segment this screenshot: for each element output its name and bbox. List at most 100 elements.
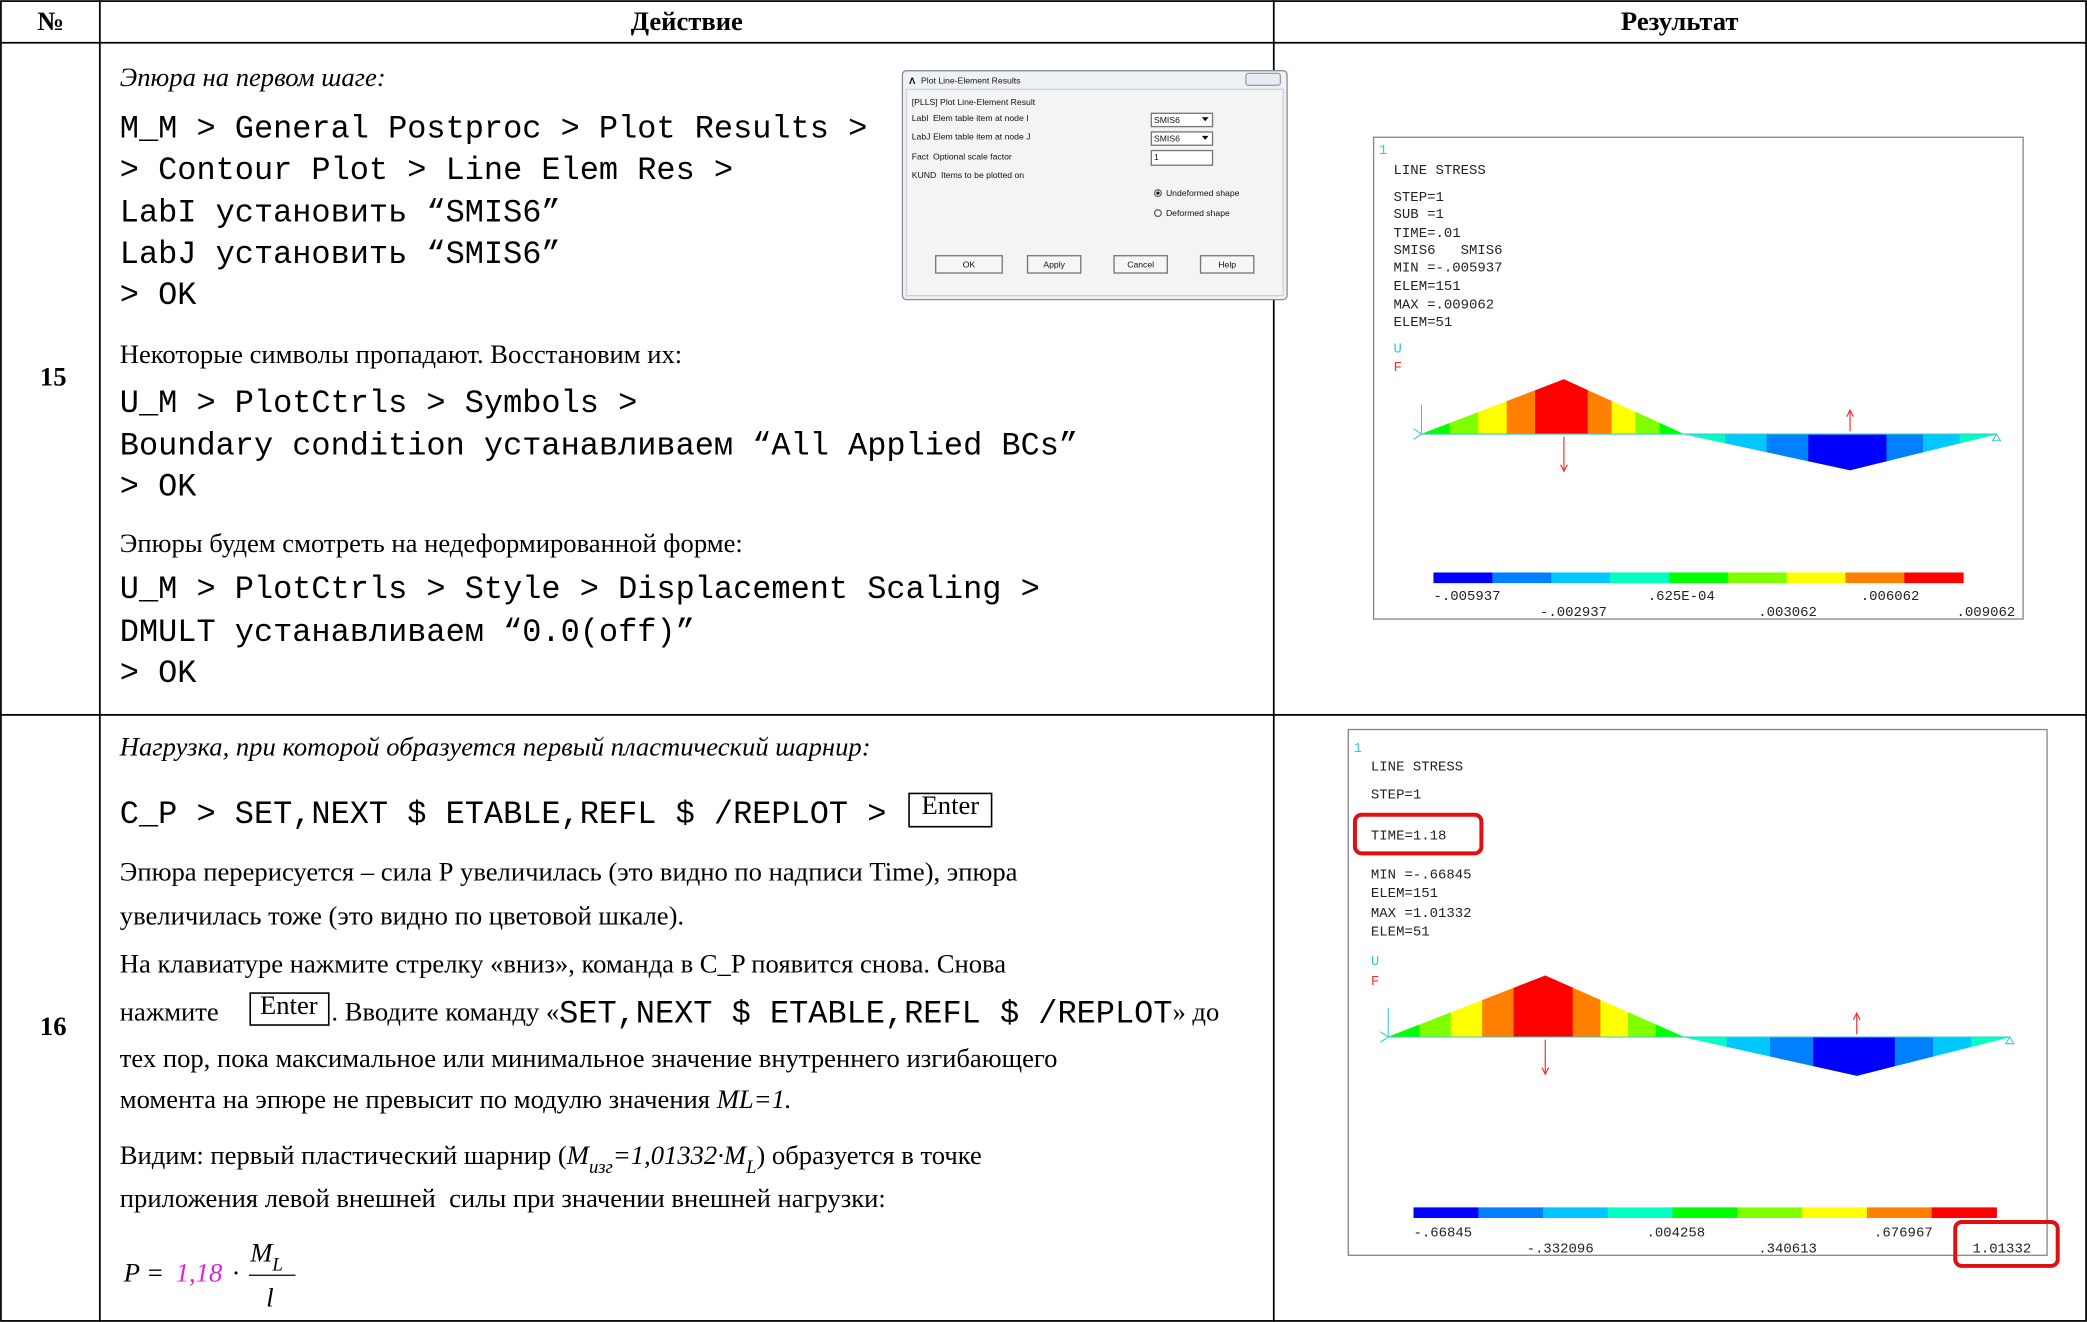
- field-name: LabI: [912, 113, 929, 123]
- scale-label: .676967: [1874, 1225, 1933, 1241]
- plot-title: LINE STRESS: [1371, 760, 1463, 776]
- scale-swatch: [1414, 1207, 1479, 1218]
- scale-swatch: [1904, 572, 1963, 583]
- dialog-screenshot: Λ Plot Line-Element Results [PLLS] Plot …: [902, 71, 1287, 300]
- scale-swatch: [1728, 572, 1787, 583]
- radio-dot: [1156, 192, 1159, 195]
- scale-swatch: [1610, 572, 1669, 583]
- plot-title: LINE STRESS: [1394, 163, 1486, 179]
- result-plot: 1 LINE STRESS STEP=1 TIME=1.18 MIN =-.66…: [1348, 730, 2057, 1266]
- paragraph-line: приложения левой внешней силы при значен…: [120, 1183, 886, 1213]
- plot-info: MIN =-.66845: [1371, 867, 1472, 883]
- scale-swatch: [1932, 1207, 1997, 1218]
- plot-info: MIN =-.005937: [1394, 260, 1503, 276]
- window-number: 1: [1379, 143, 1387, 159]
- result-plot: 1 LINE STRESS STEP=1 SUB =1 TIME=.01 SMI…: [1374, 137, 2024, 621]
- paragraph-line: тех пор, пока максимальное или минимальн…: [120, 1043, 1058, 1073]
- scale-swatch: [1608, 1207, 1673, 1218]
- input-value: 1: [1154, 152, 1159, 162]
- plot-frame: [1348, 730, 2047, 1256]
- command-line: U_M > PlotCtrls > Symbols >: [120, 385, 637, 422]
- plot-info: MAX =.009062: [1394, 298, 1495, 314]
- button-label: Apply: [1043, 259, 1065, 269]
- formula-operator: ·: [232, 1257, 241, 1287]
- dialog-logo: Λ: [909, 76, 916, 86]
- scale-swatch: [1669, 572, 1728, 583]
- paragraph-line: Эпюра перерисуется – сила Р увеличилась …: [120, 857, 1018, 887]
- formula-subscript: L: [745, 1157, 756, 1178]
- plot-info: ELEM=51: [1394, 315, 1453, 331]
- field-name: KUND: [912, 170, 936, 180]
- field-label: Items to be plotted on: [941, 170, 1024, 180]
- symbol-legend: U: [1394, 342, 1402, 358]
- field-label: Optional scale factor: [933, 151, 1012, 161]
- paragraph-line: . Вводите команду «SET,NEXT $ ETABLE,REF…: [331, 996, 1219, 1033]
- field-name: LabJ: [912, 132, 931, 142]
- text-run: момента на эпюре не превысит по модулю з…: [120, 1084, 710, 1114]
- scale-label: 1.01332: [1973, 1241, 2032, 1257]
- scale-swatch: [1845, 572, 1904, 583]
- field-name: Fact: [912, 151, 929, 161]
- formula-symbol: =1,01332·M: [613, 1140, 748, 1170]
- text-run: » до: [1172, 996, 1219, 1026]
- formula-operator: =: [148, 1257, 163, 1287]
- dialog-subtitle: [PLLS] Plot Line-Element Result: [912, 97, 1036, 107]
- formula-subscript: изг: [589, 1157, 613, 1178]
- button-label: OK: [963, 259, 976, 269]
- plot-info: ELEM=51: [1371, 925, 1430, 941]
- text-run: ) образуется в точке: [756, 1140, 981, 1170]
- key-label: Enter: [922, 790, 980, 820]
- header-cell: №: [37, 6, 64, 36]
- formula-symbol: ML: [249, 1237, 283, 1275]
- scale-swatch: [1543, 1207, 1608, 1218]
- scale-swatch: [1737, 1207, 1802, 1218]
- page: ANSYS instructions table html, body { ma…: [0, 0, 2087, 1322]
- radio-label: Deformed shape: [1166, 208, 1230, 218]
- window-number: 1: [1354, 741, 1362, 757]
- formula-symbol: l: [266, 1283, 273, 1313]
- formula-symbol: P: [123, 1257, 140, 1287]
- command-line: > OK: [120, 277, 197, 314]
- scale-label: .003062: [1758, 605, 1817, 621]
- row-number: 15: [40, 362, 67, 392]
- field-label: Elem table item at node I: [933, 113, 1029, 123]
- plot-info: ELEM=151: [1371, 886, 1438, 902]
- plot-info: SMIS6 SMIS6: [1394, 243, 1503, 259]
- scale-label: -.005937: [1433, 589, 1500, 605]
- scale-swatch: [1787, 572, 1846, 583]
- command-line: M_M > General Postproc > Plot Results >: [120, 111, 867, 148]
- symbol-legend: F: [1371, 974, 1379, 990]
- plot-info: SUB =1: [1394, 207, 1444, 223]
- scale-label: -.66845: [1414, 1225, 1473, 1241]
- command-line: > OK: [120, 469, 197, 506]
- header-cell: Результат: [1621, 6, 1739, 36]
- command-line: LabI установить “SMIS6”: [120, 195, 561, 232]
- plot-info: ELEM=151: [1394, 279, 1461, 295]
- scale-label: .006062: [1861, 589, 1920, 605]
- formula-symbol: M: [249, 1237, 274, 1267]
- row-number: 16: [40, 1011, 67, 1041]
- command-line: C_P > SET,NEXT $ ETABLE,REFL $ /REPLOT >: [120, 796, 887, 833]
- plot-info: TIME=.01: [1394, 226, 1461, 242]
- formula: P = 1,18 · ML l: [123, 1237, 296, 1312]
- scale-label: .004258: [1646, 1225, 1705, 1241]
- plot-info: STEP=1: [1371, 787, 1421, 803]
- body: {"header":{"number":"№","action":"Действ…: [0, 0, 2087, 1322]
- scale-label: .340613: [1758, 1241, 1817, 1257]
- step-heading: Нагрузка, при которой образуется первый …: [119, 732, 871, 762]
- symbol-legend: F: [1394, 360, 1402, 376]
- button-label: Help: [1218, 259, 1236, 269]
- radio-label: Undeformed shape: [1166, 188, 1240, 198]
- scale-label: -.332096: [1527, 1241, 1594, 1257]
- formula-coefficient: 1,18: [176, 1257, 223, 1287]
- scale-swatch: [1551, 572, 1610, 583]
- paragraph-line: увеличилась тоже (это видно по цветовой …: [120, 901, 684, 931]
- close-button: [1246, 73, 1281, 85]
- command-line: U_M > PlotCtrls > Style > Displacement S…: [120, 571, 1040, 608]
- inline-formula: ML=1.: [716, 1084, 792, 1114]
- combo-value: SMIS6: [1154, 115, 1180, 125]
- scale-label: .625E-04: [1648, 589, 1715, 605]
- paragraph-line: Видим: первый пластический шарнир (Mизг=…: [120, 1140, 982, 1178]
- scale-swatch: [1673, 1207, 1738, 1218]
- plot-frame: [1374, 137, 2024, 619]
